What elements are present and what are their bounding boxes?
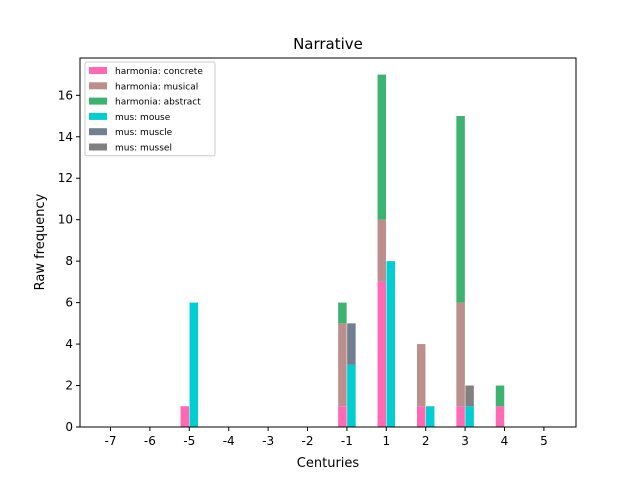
bar-harmonia-musical-1	[377, 219, 387, 282]
x-tick-label: 3	[461, 434, 469, 448]
bar-harmonia-concrete-4	[495, 406, 505, 427]
y-tick-label: 16	[58, 88, 73, 102]
legend-box	[84, 61, 216, 157]
bar-harmonia-concrete-1	[377, 281, 387, 427]
x-tick-label: 4	[501, 434, 509, 448]
legend-label-harmonia-musical: harmonia: musical	[115, 82, 198, 92]
bar-mus-mouse-1	[347, 364, 356, 427]
x-tick-label: -6	[144, 434, 156, 448]
legend-swatch-harmonia-concrete	[89, 67, 107, 74]
x-axis-ticks: -7 -6 -5 -4 -3 -2 -1 1 2 3 4 5	[105, 427, 548, 448]
y-tick-label: 4	[65, 337, 73, 351]
x-tick-label: -4	[223, 434, 235, 448]
y-tick-label: 14	[58, 130, 73, 144]
legend-swatch-harmonia-abstract	[89, 97, 107, 105]
bar-harmonia-abstract-4	[495, 385, 505, 407]
bar-mus-mouse-5	[189, 302, 199, 427]
x-tick-label: -2	[302, 434, 314, 448]
bar-mus-muscle-1	[347, 323, 356, 365]
bar-mus-mouse-1	[386, 261, 396, 427]
x-tick-label: -1	[341, 434, 353, 448]
bar-harmonia-concrete-2	[416, 406, 426, 427]
y-tick-label: 0	[65, 420, 73, 434]
legend-label-harmonia-concrete: harmonia: concrete	[115, 67, 203, 77]
chart-title: Narrative	[293, 35, 363, 53]
legend-swatch-mus-mussel	[89, 143, 107, 151]
bar-harmonia-musical-1	[338, 323, 347, 407]
y-tick-label: 8	[65, 254, 73, 268]
y-tick-label: 6	[65, 296, 73, 310]
x-axis-label: Centuries	[297, 456, 360, 471]
x-tick-label: -3	[262, 434, 274, 448]
bar-harmonia-concrete-3	[456, 406, 465, 427]
y-tick-label: 12	[58, 171, 73, 185]
y-axis-ticks: 0 2 4 6 8 10 12 14 16	[58, 88, 80, 434]
legend-label-harmonia-abstract: harmonia: abstract	[115, 98, 201, 108]
legend-label-mus-mussel: mus: mussel	[115, 144, 172, 154]
y-tick-label: 10	[58, 213, 73, 227]
x-tick-label: 5	[540, 434, 548, 448]
legend-swatch-harmonia-musical	[89, 82, 107, 90]
x-tick-label: -7	[105, 434, 117, 448]
x-tick-label: -5	[183, 434, 195, 448]
plot-frame	[79, 57, 577, 428]
bar-mus-mouse-2	[425, 406, 435, 427]
legend-label-mus-muscle: mus: muscle	[115, 128, 173, 138]
bar-harmonia-concrete-1	[338, 406, 347, 427]
bar-harmonia-concrete-5	[180, 406, 190, 427]
bar-harmonia-abstract-1	[377, 74, 387, 220]
x-tick-label: 1	[382, 434, 390, 448]
bar-harmonia-musical-2	[416, 344, 426, 407]
bar-harmonia-abstract-1	[338, 302, 347, 324]
bars-layer	[180, 74, 505, 427]
legend-swatch-mus-mouse	[89, 112, 107, 120]
y-axis-label: Raw frequency	[33, 193, 48, 290]
bar-mus-mussel-3	[465, 385, 474, 407]
legend-swatch-mus-muscle	[89, 128, 107, 136]
x-tick-label: 2	[422, 434, 430, 448]
bar-mus-mouse-3	[465, 406, 474, 427]
legend-label-mus-mouse: mus: mouse	[115, 113, 171, 123]
bar-harmonia-abstract-3	[456, 116, 465, 303]
bar-harmonia-musical-3	[456, 302, 465, 407]
legend: harmonia: concrete harmonia: musical harmo…	[84, 61, 216, 157]
y-tick-label: 2	[65, 379, 73, 393]
